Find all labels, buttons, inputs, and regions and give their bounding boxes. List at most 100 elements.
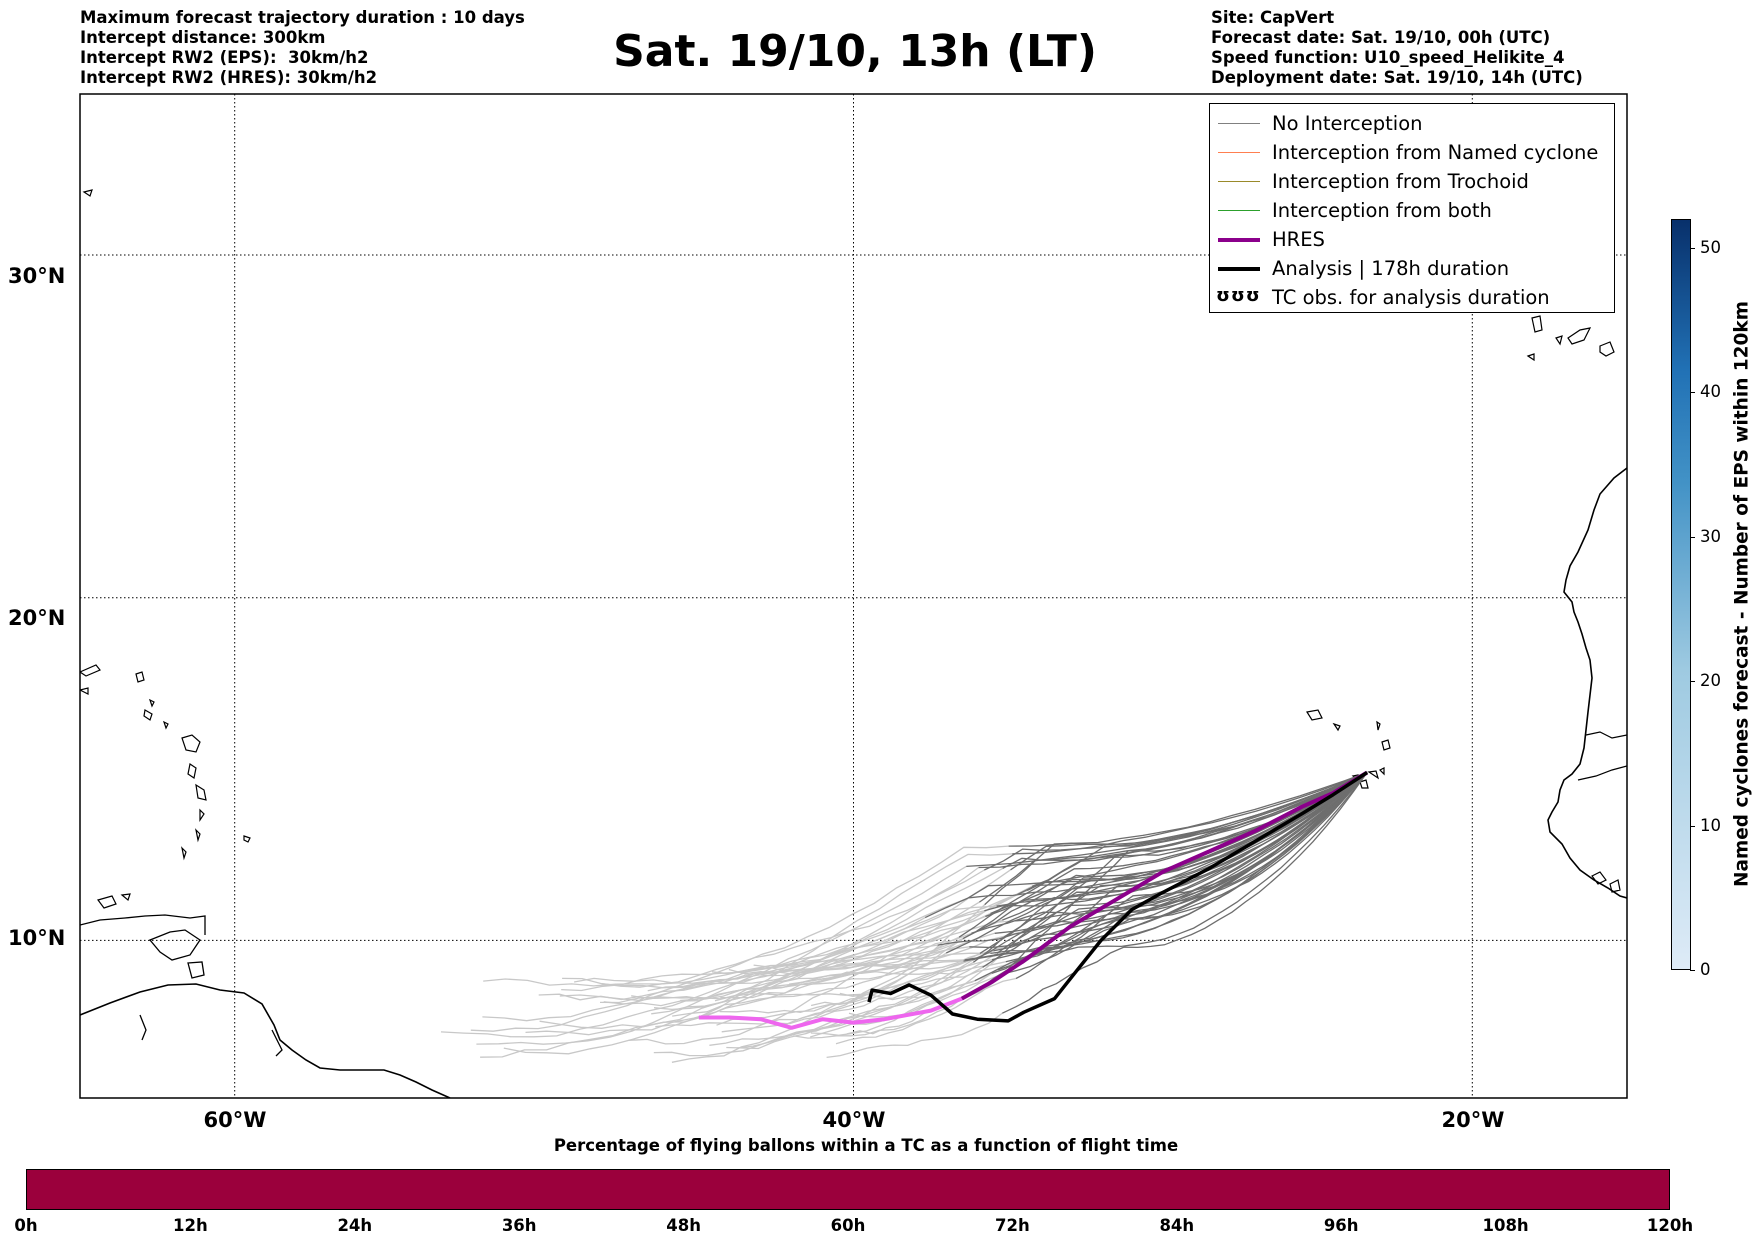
- eps-trajectory: [979, 771, 1368, 903]
- capeverde-island-2: [1332, 722, 1341, 732]
- antilles-island-6: [181, 734, 201, 753]
- eps-trajectory: [978, 771, 1368, 869]
- canary-island-3: [1567, 327, 1592, 345]
- antilles-island-15: [80, 687, 89, 695]
- colorbar-tick-mark: [1690, 681, 1695, 683]
- eps-trajectory-late: [836, 945, 1010, 970]
- legend-swatch: [1218, 152, 1260, 153]
- bijagos-islands: [1591, 871, 1621, 893]
- legend-swatch: [1218, 267, 1260, 271]
- eps-trajectory-late: [470, 845, 1009, 1032]
- flight-time-tick: 48h: [666, 1216, 701, 1235]
- flight-time-tick: 84h: [1159, 1216, 1195, 1235]
- intercept-rw2-eps-text: Intercept RW2 (EPS): 30km/h2: [80, 48, 369, 67]
- legend-label: TC obs. for analysis duration: [1272, 286, 1550, 309]
- eps-trajectory: [1015, 772, 1368, 980]
- flight-time-colorbar-title: Percentage of flying ballons within a TC…: [553, 1136, 1179, 1155]
- eps-trajectory: [976, 771, 1368, 932]
- speed-function-text: Speed function: U10_speed_Helikite_4: [1211, 48, 1565, 67]
- flight-time-tick: 96h: [1323, 1216, 1359, 1235]
- colorbar-tick-mark: [1690, 392, 1695, 394]
- eps-trajectory: [973, 771, 1368, 963]
- legend-label: Interception from Named cyclone: [1272, 141, 1599, 164]
- legend-label: Interception from Trochoid: [1272, 170, 1529, 193]
- antilles-island-4: [143, 709, 153, 721]
- flight-time-tick: 0h: [14, 1216, 38, 1235]
- south-america-coastline: [80, 983, 451, 1098]
- legend-analysis: Analysis | 178h duration: [1210, 255, 1614, 284]
- colorbar-tick-label: 10: [1700, 815, 1721, 835]
- colorbar-tick-label: 0: [1700, 960, 1711, 979]
- eps-trajectory-late: [793, 988, 981, 1039]
- colorbar-tick-label: 50: [1700, 237, 1721, 257]
- flight-time-tick: 60h: [830, 1216, 866, 1235]
- eps-trajectory: [964, 772, 1368, 961]
- eps-trajectory-late: [835, 968, 1010, 1045]
- legend-trochoid: Interception from Trochoid: [1210, 168, 1614, 197]
- flight-time-tick: 36h: [501, 1216, 537, 1235]
- forecast-date-text: Forecast date: Sat. 19/10, 00h (UTC): [1211, 28, 1551, 47]
- venezuela-bay: [148, 929, 201, 961]
- colorbar-tick-mark: [1690, 536, 1695, 538]
- legend-tc-obs: ʊʊʊ TC obs. for analysis duration: [1210, 284, 1614, 313]
- legend-label: Interception from both: [1272, 199, 1492, 222]
- flight-time-tick: 108h: [1482, 1216, 1529, 1235]
- coastlines: [80, 189, 1627, 1098]
- hres-track-late: [698, 996, 963, 1030]
- flight-time-tick: 120h: [1646, 1216, 1694, 1235]
- antilles-island-3: [148, 698, 155, 708]
- named-cyclones-colorbar: [1671, 219, 1691, 970]
- antilles-island-5: [162, 720, 169, 730]
- capeverde-island-4: [1381, 739, 1391, 751]
- eps-trajectory: [1014, 771, 1368, 922]
- antilles-island-14: [120, 893, 131, 902]
- antilles-island-11: [181, 846, 187, 861]
- colorbar-tick-mark: [1690, 970, 1695, 971]
- eps-trajectory-late: [653, 869, 1011, 1011]
- site-text: Site: CapVert: [1211, 8, 1335, 27]
- run-parameters: Maximum forecast trajectory duration : 1…: [80, 8, 525, 88]
- caribbean-coast-west: [80, 914, 206, 935]
- map-frame: [79, 93, 1628, 1099]
- eps-trajectory-late: [848, 972, 1005, 1018]
- eps-trajectory-late: [599, 867, 1004, 1004]
- analysis-track: [867, 771, 1369, 1023]
- intercept-rw2-hres-text: Intercept RW2 (HRES): 30km/h2: [80, 68, 378, 87]
- eps-trajectory-late: [714, 958, 993, 1002]
- eps-trajectory-late: [680, 930, 1024, 1002]
- lat-label-30n: 30°N: [8, 264, 66, 288]
- eps-trajectory-late: [672, 919, 1003, 1017]
- eps-trajectory: [1008, 771, 1368, 847]
- legend-label: No Interception: [1272, 112, 1423, 135]
- antilles-island-7: [187, 763, 197, 779]
- flight-time-tick: 12h: [173, 1216, 208, 1235]
- flight-time-tick: 72h: [995, 1216, 1030, 1235]
- gambia-coast: [1585, 731, 1627, 739]
- map-legend: No Interception Interception from Named …: [1209, 103, 1615, 313]
- legend-no-interception: No Interception: [1210, 110, 1614, 139]
- eps-trajectory-late: [647, 932, 972, 992]
- max-duration-text: Maximum forecast trajectory duration : 1…: [80, 8, 525, 27]
- antilles-island-8: [195, 783, 207, 801]
- eps-trajectories-late: [440, 845, 1033, 1063]
- eps-trajectory-late: [728, 885, 1033, 975]
- lon-label-60w: 60°W: [203, 1108, 267, 1132]
- colorbar-tick-label: 20: [1700, 671, 1721, 691]
- maracaibo: [139, 1014, 147, 1041]
- lat-label-10n: 10°N: [8, 926, 66, 950]
- antilles-island-13: [96, 895, 117, 909]
- eps-trajectory-late: [562, 959, 965, 989]
- eps-trajectory-late: [476, 865, 967, 1045]
- lon-label-40w: 40°W: [822, 1108, 886, 1132]
- lat-label-20n: 20°N: [8, 606, 66, 630]
- colorbar-tick-label: 40: [1700, 382, 1721, 402]
- capeverde-island-8: [1378, 767, 1385, 776]
- legend-label: HRES: [1272, 228, 1325, 251]
- eps-trajectory-late: [737, 961, 974, 1049]
- eps-trajectory-late: [573, 952, 991, 985]
- antilles-island-10: [195, 828, 201, 843]
- antilles-island-9: [199, 808, 205, 822]
- legend-label: Analysis | 178h duration: [1272, 257, 1510, 280]
- legend-swatch: [1218, 181, 1260, 182]
- legend-swatch: [1218, 210, 1260, 211]
